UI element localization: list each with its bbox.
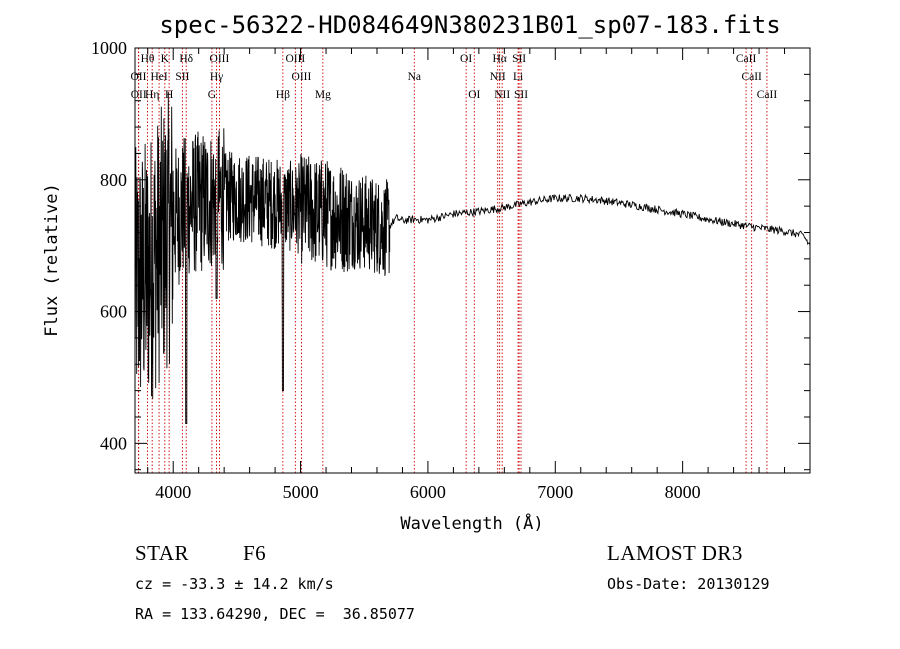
line-label: OIII — [285, 53, 305, 65]
line-label: Hβ — [276, 89, 290, 101]
y-tick-label: 400 — [100, 433, 127, 453]
line-label: OI — [468, 89, 480, 101]
line-label: Hγ — [210, 71, 223, 83]
line-label: OII — [130, 71, 146, 83]
line-label: Hα — [492, 53, 506, 65]
y-tick-label: 600 — [100, 302, 127, 322]
line-label: G — [208, 89, 216, 101]
x-tick-label: 5000 — [283, 482, 319, 502]
spectral-line-labels: Hθ K Hδ OIII OIII OI Hα SII CaII OII HeI SII Hγ OIII N… — [130, 53, 777, 101]
spectrum-series — [134, 91, 811, 425]
y-axis-label: Flux (relative) — [42, 183, 62, 337]
line-label: SII — [514, 89, 528, 101]
coordinates: RA = 133.64290, DEC = 36.85077 — [135, 605, 415, 623]
line-label: NII — [490, 71, 506, 83]
chart-title: spec-56322-HD084649N380231B01_sp07-183.f… — [159, 11, 780, 39]
line-label: OI — [460, 53, 472, 65]
line-label: SII — [512, 53, 526, 65]
y-tick-label: 1000 — [91, 38, 127, 58]
redshift-readout: cz = -33.3 ± 14.2 km/s — [135, 575, 334, 593]
line-label: Mg — [315, 89, 331, 101]
line-label: NII — [494, 89, 510, 101]
line-label: OIII — [210, 53, 230, 65]
line-label: K — [161, 53, 170, 65]
object-class: STAR — [135, 541, 189, 565]
line-label: Hη — [145, 89, 159, 101]
object-subclass: F6 — [243, 541, 267, 565]
survey-name: LAMOST DR3 — [607, 541, 743, 565]
line-label: HeI — [150, 71, 167, 83]
x-axis-ticks: 4000 5000 6000 7000 8000 — [147, 48, 786, 502]
line-label: Hθ — [141, 53, 155, 65]
spectrum-line — [134, 91, 811, 425]
x-tick-label: 7000 — [537, 482, 573, 502]
line-label: CaII — [757, 89, 778, 101]
x-tick-label: 4000 — [155, 482, 191, 502]
line-label: Hδ — [179, 53, 193, 65]
x-tick-label: 8000 — [665, 482, 701, 502]
line-label: Na — [408, 71, 421, 83]
line-label: Li — [513, 71, 523, 83]
y-axis-ticks: 400 600 800 1000 — [91, 38, 810, 471]
plot-frame — [134, 47, 811, 474]
line-label: CaII — [741, 71, 762, 83]
line-label: SII — [175, 71, 189, 83]
line-label: H — [165, 89, 173, 101]
line-label: OIII — [292, 71, 312, 83]
y-tick-label: 800 — [100, 170, 127, 190]
spectral-line-markers — [137, 48, 768, 473]
x-tick-label: 6000 — [410, 482, 446, 502]
line-label: CaII — [736, 53, 757, 65]
x-axis-label: Wavelength (Å) — [400, 512, 543, 534]
obs-date: Obs-Date: 20130129 — [607, 575, 770, 593]
